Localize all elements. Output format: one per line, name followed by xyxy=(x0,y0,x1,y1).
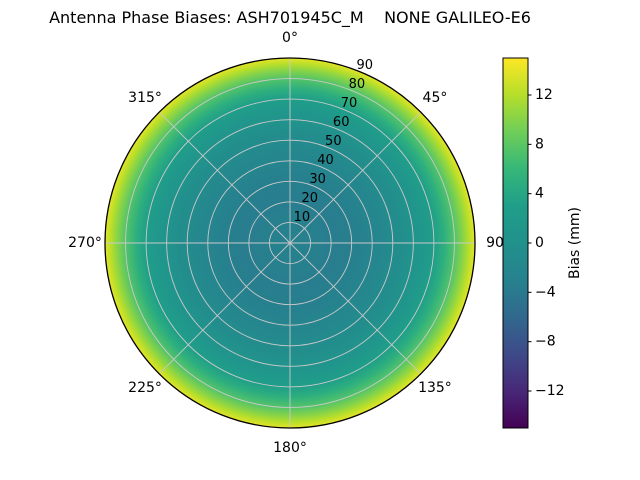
r-tick-label: 20 xyxy=(301,191,318,206)
r-tick-label: 40 xyxy=(317,153,334,168)
polar-grid-spoke xyxy=(158,111,291,244)
r-tick-label: 10 xyxy=(294,210,311,225)
r-tick-label: 60 xyxy=(333,115,350,130)
theta-tick-label: 135° xyxy=(418,380,452,396)
colorbar xyxy=(502,57,529,429)
theta-tick-label: 90 xyxy=(486,235,504,251)
theta-tick-label: 270° xyxy=(68,235,102,251)
theta-tick-label: 0° xyxy=(282,30,298,46)
r-tick-label: 30 xyxy=(309,172,326,187)
colorbar-tick-label: 8 xyxy=(535,136,544,152)
theta-tick-label: 225° xyxy=(128,380,162,396)
chart-title: Antenna Phase Biases: ASH701945C_M NONE … xyxy=(49,8,531,27)
r-tick-label: 70 xyxy=(341,96,358,111)
polar-grid-spoke xyxy=(289,242,422,375)
colorbar-tick-label: −12 xyxy=(535,383,565,399)
theta-tick-label: 45° xyxy=(423,90,448,106)
polar-grid-spoke xyxy=(158,242,291,375)
theta-tick-label: 180° xyxy=(273,440,307,456)
colorbar-tick-label: 0 xyxy=(535,235,544,251)
colorbar-axis-label: Bias (mm) xyxy=(567,207,583,279)
polar-grid-spoke xyxy=(289,111,422,244)
theta-tick-label: 315° xyxy=(128,90,162,106)
polar-axes-border xyxy=(104,57,476,429)
colorbar-tick-label: 4 xyxy=(535,186,544,202)
r-tick-label: 90 xyxy=(357,58,374,73)
colorbar-tick-label: −8 xyxy=(535,334,556,350)
colorbar-tick-label: −4 xyxy=(535,284,556,300)
colorbar-tick-label: 12 xyxy=(535,87,553,103)
r-tick-label: 80 xyxy=(349,77,366,92)
r-tick-label: 50 xyxy=(325,134,342,149)
